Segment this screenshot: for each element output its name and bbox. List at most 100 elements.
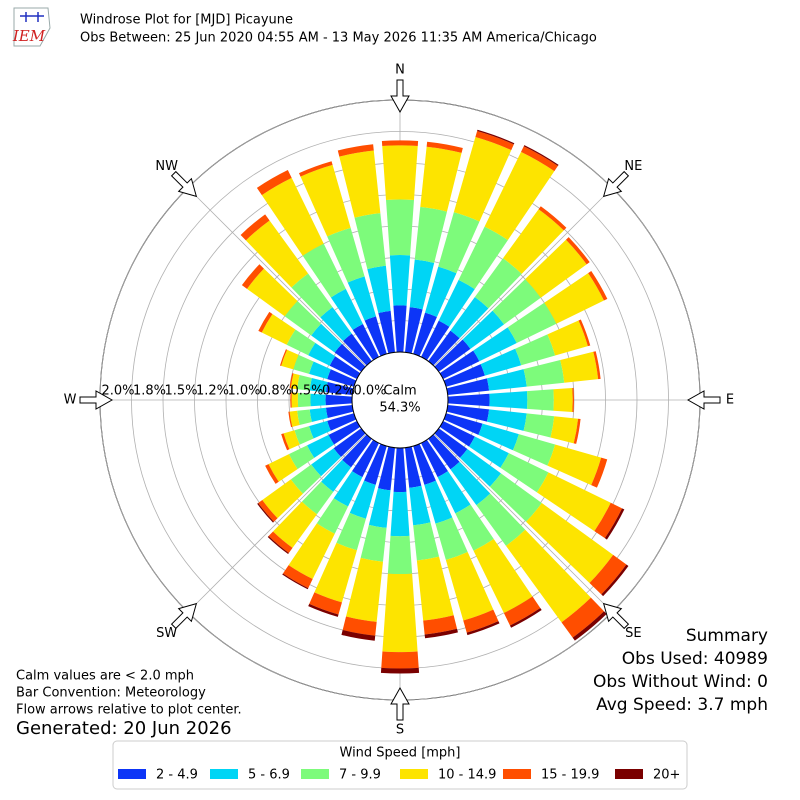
- wind-bar: [434, 428, 468, 458]
- wind-bar: [281, 349, 299, 370]
- flow-arrow-shape: [170, 170, 198, 198]
- wind-bar: [302, 243, 346, 298]
- wind-bar: [536, 472, 611, 532]
- wind-bar: [364, 316, 387, 357]
- compass-label: SW: [156, 626, 177, 641]
- wind-bar: [293, 354, 314, 374]
- wind-bar: [473, 539, 533, 614]
- r-tick-label: 0.5%: [290, 384, 323, 399]
- wind-bar: [325, 381, 354, 395]
- wind-bar: [289, 410, 300, 427]
- wind-bar: [500, 453, 549, 493]
- wind-bar: [325, 394, 353, 406]
- wind-bar: [262, 479, 303, 519]
- wind-bar: [343, 333, 372, 366]
- wind-bar: [591, 457, 608, 488]
- wind-bar: [560, 351, 599, 383]
- wind-bar: [455, 504, 494, 551]
- wind-bar: [484, 151, 555, 241]
- wind-bar: [301, 481, 334, 515]
- wind-bar: [333, 471, 363, 507]
- wind-bar: [473, 327, 517, 362]
- wind-bar: [310, 393, 326, 407]
- wind-bar: [450, 296, 489, 339]
- legend-swatch: [615, 769, 643, 779]
- wind-bar: [349, 480, 376, 519]
- wind-bar: [288, 411, 293, 428]
- legend-label: 2 - 4.9: [156, 768, 198, 783]
- wind-bar: [547, 444, 602, 486]
- wind-bar: [525, 239, 587, 298]
- calm-label: Calm: [383, 384, 416, 399]
- wind-bar: [289, 373, 294, 389]
- wind-bar: [309, 361, 331, 380]
- wind-bar: [268, 454, 298, 482]
- wind-bar: [447, 393, 490, 407]
- wind-bar: [405, 446, 422, 488]
- calm-circle: [351, 351, 449, 449]
- wind-bar: [507, 302, 557, 344]
- wind-bar: [565, 237, 590, 265]
- wind-bar: [261, 177, 324, 256]
- wind-bar: [298, 161, 333, 177]
- wind-bar: [503, 209, 564, 274]
- wind-bar: [378, 310, 395, 354]
- wind-bar: [438, 212, 480, 274]
- summary: Summary Obs Used: 40989 Obs Without Wind: …: [593, 626, 768, 715]
- wind-bar: [413, 312, 437, 357]
- wind-bar: [593, 351, 601, 380]
- wind-bar: [291, 273, 333, 318]
- legend-title: Wind Speed [mph]: [340, 746, 461, 761]
- wind-bar: [439, 421, 475, 447]
- wind-bar: [240, 214, 270, 241]
- wind-bar: [337, 144, 374, 157]
- wind-bar: [268, 531, 293, 554]
- wind-bar: [604, 508, 625, 540]
- wind-bar: [527, 389, 554, 411]
- wind-bar: [486, 369, 527, 391]
- wind-bar: [572, 611, 607, 641]
- summary-line: Obs Without Wind: 0: [593, 672, 768, 692]
- flow-arrow-shape: [390, 79, 410, 114]
- legend-swatch: [301, 769, 329, 779]
- wind-bar: [393, 305, 407, 353]
- wind-bar: [334, 343, 366, 372]
- wind-bar: [416, 556, 454, 621]
- flow-arrow-shape: [602, 602, 630, 630]
- wind-bar: [413, 522, 440, 561]
- wind-bar: [283, 430, 300, 450]
- wind-bar: [538, 206, 567, 231]
- wind-bar: [281, 433, 290, 451]
- wind-bar: [308, 342, 336, 366]
- wind-bar: [450, 461, 491, 506]
- wind-bar: [550, 416, 579, 444]
- wind-bar: [409, 485, 431, 526]
- wind-bar: [327, 227, 365, 283]
- wind-bar: [380, 667, 420, 674]
- legend-label: 5 - 6.9: [248, 768, 290, 783]
- r-tick-label: 1.8%: [133, 384, 166, 399]
- wind-bar: [421, 320, 450, 361]
- wind-bar: [279, 349, 288, 366]
- wind-bar: [307, 434, 335, 458]
- wind-bar: [288, 523, 335, 580]
- wind-bar: [424, 480, 453, 524]
- wind-bar: [443, 413, 483, 435]
- wind-bar: [297, 409, 312, 426]
- wind-bar: [329, 356, 361, 379]
- wind-bar: [503, 596, 541, 626]
- wind-bar: [423, 615, 458, 635]
- wind-bar: [297, 374, 312, 391]
- compass-label: NE: [624, 159, 642, 174]
- wind-bar: [526, 503, 614, 584]
- wind-bar: [288, 445, 315, 470]
- wind-bar: [387, 535, 413, 574]
- summary-line: Obs Used: 40989: [622, 649, 768, 669]
- r-tick-label: 0.2%: [322, 384, 355, 399]
- wind-bar: [512, 434, 556, 466]
- wind-bar: [446, 378, 490, 395]
- wind-bar: [462, 310, 505, 349]
- wind-bar: [308, 603, 339, 617]
- wind-bar: [469, 436, 509, 468]
